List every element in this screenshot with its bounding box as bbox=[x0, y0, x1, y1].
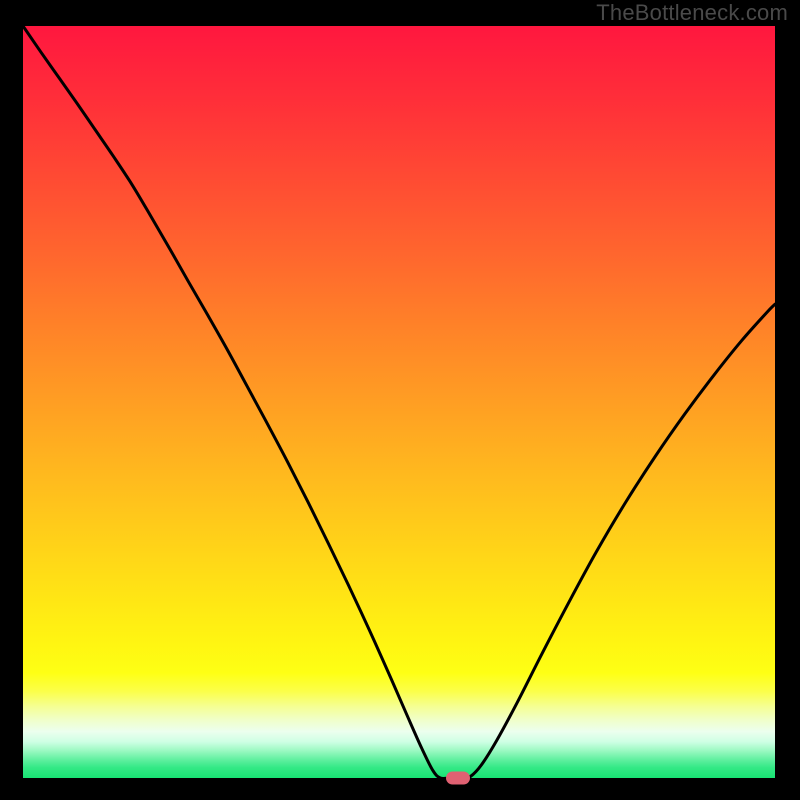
bottleneck-curve-path bbox=[23, 26, 775, 779]
chart-container: TheBottleneck.com bbox=[0, 0, 800, 800]
bottleneck-curve bbox=[0, 0, 800, 800]
watermark-text: TheBottleneck.com bbox=[596, 0, 788, 26]
optimum-marker bbox=[446, 772, 470, 785]
